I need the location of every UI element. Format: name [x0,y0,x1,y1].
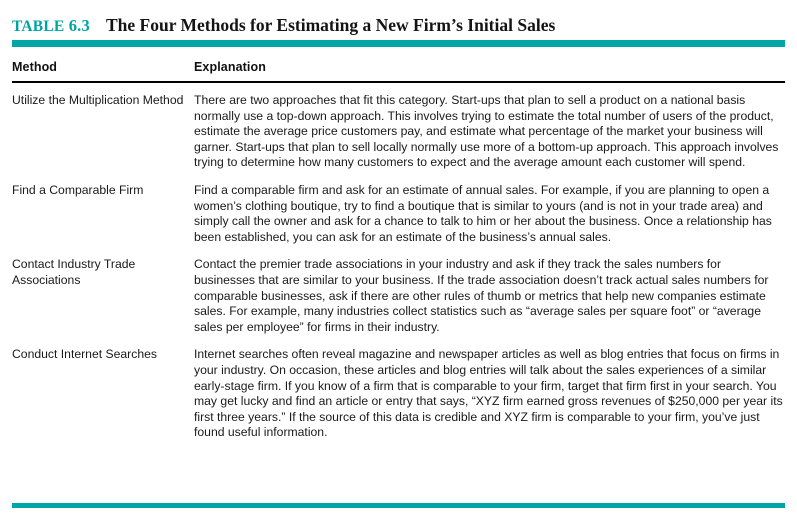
table-header-row: Method Explanation [12,60,785,78]
table-title: TABLE 6.3 The Four Methods for Estimating… [12,14,785,38]
table-caption: The Four Methods for Estimating a New Fi… [105,15,556,35]
column-header-explanation: Explanation [194,60,266,74]
cell-method: Conduct Internet Searches [12,347,157,362]
table-body: Utilize the Multiplication Method There … [12,93,785,453]
cell-explanation: There are two approaches that fit this c… [194,93,779,170]
cell-method: Find a Comparable Firm [12,182,144,197]
bottom-accent-rule [12,503,785,508]
table-row: Utilize the Multiplication Method There … [12,93,785,171]
header-divider-rule [12,81,785,83]
cell-explanation: Internet searches often reveal magazine … [194,347,783,440]
table-label-word: TABLE [12,18,65,35]
cell-explanation: Find a comparable firm and ask for an es… [194,182,772,244]
cell-method: Utilize the Multiplication Method [12,93,184,107]
table-number-label: TABLE 6.3 [12,16,90,35]
table-label-number: 6.3 [68,16,90,35]
column-header-method: Method [12,60,58,74]
top-accent-rule [12,40,785,47]
table-row: Contact Industry Trade Associations Cont… [12,257,785,335]
table-row: Conduct Internet Searches Internet searc… [12,347,785,441]
cell-explanation: Contact the premier trade associations i… [194,257,769,334]
cell-method: Contact Industry Trade Associations [12,257,136,287]
table-row: Find a Comparable Firm Find a comparable… [12,183,785,245]
